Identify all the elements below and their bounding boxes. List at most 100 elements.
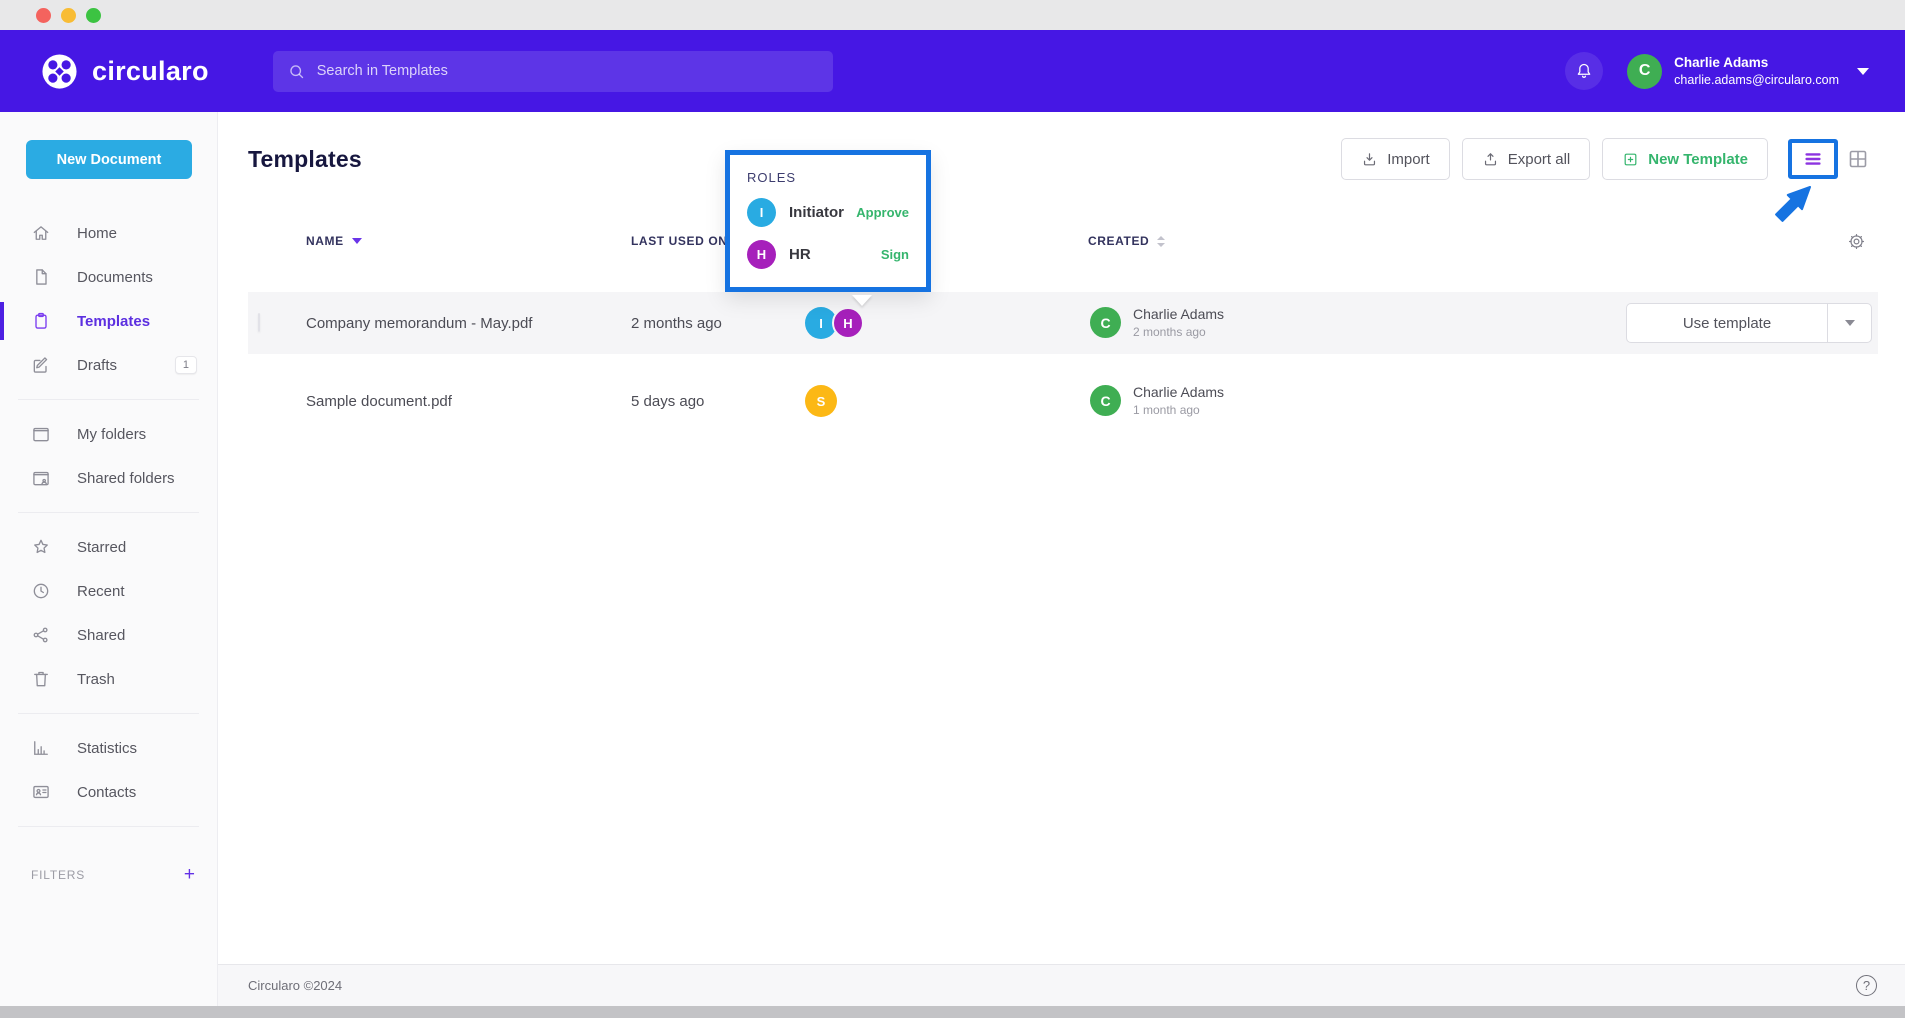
sidebar-item-statistics[interactable]: Statistics [0, 726, 217, 770]
sidebar-item-label: Documents [77, 268, 153, 286]
template-name: Company memorandum - May.pdf [306, 314, 533, 332]
created-time: 1 month ago [1133, 403, 1200, 418]
clipboard-icon [31, 311, 51, 331]
sidebar: New Document Home Documents [0, 112, 218, 1006]
main-panel: Templates Import [218, 112, 1905, 1006]
drafts-count-badge: 1 [174, 356, 197, 374]
table-settings-button[interactable] [1847, 232, 1866, 251]
folder-icon [31, 424, 51, 444]
role-avatar-hr[interactable]: H [832, 307, 864, 339]
search-input[interactable] [316, 63, 819, 79]
chevron-down-icon [1857, 67, 1869, 75]
home-icon [31, 223, 51, 243]
gear-icon [1847, 232, 1866, 251]
new-template-label: New Template [1648, 150, 1748, 168]
created-cell: C Charlie Adams 1 month ago [1088, 383, 1610, 418]
brand-logo[interactable]: circularo [40, 52, 209, 91]
notifications-button[interactable] [1565, 52, 1604, 90]
window-zoom-button[interactable] [86, 7, 101, 23]
role-name: Initiator [789, 204, 844, 221]
sidebar-item-trash[interactable]: Trash [0, 657, 217, 701]
add-filter-button[interactable]: + [183, 864, 195, 885]
sidebar-item-shared[interactable]: Shared [0, 613, 217, 657]
sidebar-item-drafts[interactable]: Drafts 1 [0, 343, 217, 387]
column-header-created[interactable]: CREATED [1088, 234, 1610, 248]
sidebar-item-label: Shared [77, 626, 126, 644]
sidebar-item-label: Recent [77, 582, 125, 600]
sidebar-item-templates[interactable]: Templates [0, 299, 217, 343]
roles-popover-title: ROLES [747, 170, 797, 185]
created-cell: C Charlie Adams 2 months ago [1088, 305, 1610, 340]
clock-icon [31, 581, 51, 601]
upload-icon [1482, 151, 1499, 168]
popover-arrow [852, 295, 872, 306]
role-action: Sign [880, 247, 909, 262]
plus-square-icon [1622, 151, 1639, 168]
sort-desc-icon [351, 238, 362, 244]
filters-section: FILTERS + [0, 839, 217, 884]
roles-cell: I H [793, 307, 1088, 339]
table-row[interactable]: Sample document.pdf 5 days ago S C Charl… [248, 370, 1878, 432]
sidebar-item-label: Home [77, 224, 118, 242]
pencil-square-icon [31, 355, 51, 375]
export-all-button[interactable]: Export all [1461, 138, 1591, 180]
templates-table: NAME LAST USED ON CREATED [248, 220, 1878, 432]
creator-name: Charlie Adams [1133, 384, 1225, 401]
bell-icon [1574, 61, 1594, 81]
contact-card-icon [31, 782, 51, 802]
table-row[interactable]: Company memorandum - May.pdf 2 months ag… [248, 292, 1878, 354]
sidebar-divider [18, 826, 199, 827]
user-menu[interactable]: C Charlie Adams charlie.adams@circularo.… [1627, 53, 1869, 89]
sidebar-item-my-folders[interactable]: My folders [0, 412, 217, 456]
role-avatar-initiator[interactable]: I [805, 307, 837, 339]
star-icon [31, 537, 51, 557]
sidebar-item-label: Drafts [77, 356, 118, 374]
grid-view-icon [1846, 147, 1870, 171]
last-used-value: 5 days ago [631, 392, 705, 410]
view-toggle [1788, 139, 1878, 179]
chevron-down-icon [1844, 320, 1855, 326]
roles-cell: S [793, 385, 1088, 417]
role-action: Approve [856, 205, 909, 220]
creator-name: Charlie Adams [1133, 306, 1225, 323]
page-title: Templates [248, 145, 362, 172]
new-document-button[interactable]: New Document [26, 140, 192, 179]
window-bottom-edge [0, 1006, 1905, 1018]
bar-chart-icon [31, 738, 51, 758]
use-template-dropdown-button[interactable] [1827, 304, 1871, 342]
list-view-icon [1802, 148, 1824, 170]
new-template-button[interactable]: New Template [1602, 138, 1768, 180]
sidebar-item-shared-folders[interactable]: Shared folders [0, 456, 217, 500]
global-search [272, 50, 833, 92]
use-template-button[interactable]: Use template [1682, 314, 1772, 332]
sidebar-item-contacts[interactable]: Contacts [0, 770, 217, 814]
sidebar-item-label: Statistics [77, 739, 138, 757]
window-minimize-button[interactable] [61, 7, 76, 23]
sidebar-item-documents[interactable]: Documents [0, 255, 217, 299]
import-label: Import [1387, 150, 1430, 168]
creator-avatar: C [1090, 385, 1121, 417]
role-entry: H HR Sign [747, 240, 909, 269]
app-header: circularo C Charlie Adams charlie.adams@… [0, 30, 1905, 112]
grid-view-button[interactable] [1838, 139, 1878, 179]
sidebar-item-label: Contacts [77, 783, 137, 801]
role-entry: I Initiator Approve [747, 198, 909, 227]
list-view-button[interactable] [1788, 139, 1838, 179]
sidebar-item-home[interactable]: Home [0, 211, 217, 255]
import-button[interactable]: Import [1341, 138, 1450, 180]
sidebar-item-starred[interactable]: Starred [0, 525, 217, 569]
column-header-last-used[interactable]: LAST USED ON [631, 234, 728, 248]
window-close-button[interactable] [36, 7, 51, 23]
user-avatar: C [1627, 53, 1663, 89]
circularo-logo-icon [40, 52, 79, 91]
column-header-name[interactable]: NAME [306, 234, 631, 248]
sidebar-item-label: My folders [77, 425, 147, 443]
row-checkbox[interactable] [258, 313, 260, 332]
role-avatar-hr: H [747, 240, 776, 269]
role-avatar[interactable]: S [805, 385, 837, 417]
help-button[interactable]: ? [1856, 975, 1877, 996]
download-icon [1361, 151, 1378, 168]
sidebar-item-label: Shared folders [77, 469, 175, 487]
search-icon [287, 62, 306, 81]
sidebar-item-recent[interactable]: Recent [0, 569, 217, 613]
